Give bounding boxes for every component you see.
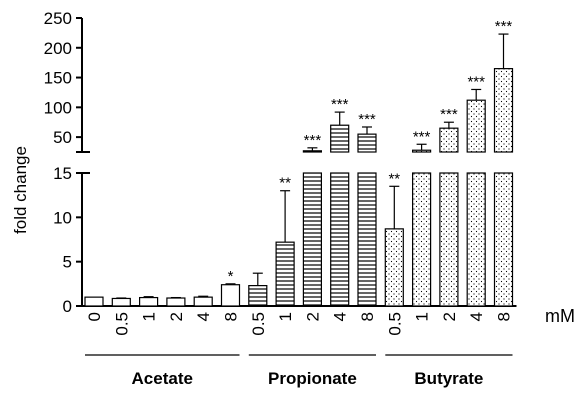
bar [493,172,514,307]
x-tick-label: 4 [194,312,213,321]
bar [193,296,213,307]
bar-upper-segment [357,133,377,153]
group-label: Propionate [268,369,357,388]
significance-label: *** [413,128,431,145]
significance-label: *** [331,96,349,113]
x-tick-label: 8 [358,312,377,321]
significance-label: *** [304,132,322,149]
x-tick-label: 8 [222,312,241,321]
bar-upper-segment [493,68,514,153]
bar [466,172,486,307]
bar [357,172,377,307]
group-label: Butyrate [414,369,483,388]
bars [84,33,514,307]
y-axis-label: fold change [11,146,30,234]
x-tick-label: 8 [495,312,514,321]
x-tick-label: 0.5 [385,312,404,336]
significance-label: *** [495,18,513,35]
x-tick-label: 0 [85,312,104,321]
bar-upper-segment [412,149,432,153]
x-tick-label: 2 [440,312,459,321]
labels: 0 0.5 1 2 4*8Acetate0.5**1***2***4***8Propio… [85,18,514,388]
x-tick-label: 2 [167,312,186,321]
bar-upper-segment [439,127,459,153]
bar [412,172,432,307]
bar [220,284,241,307]
bar [139,296,159,307]
bar [84,296,104,307]
x-tick-label: 1 [140,312,159,321]
x-tick-label: 0.5 [112,312,131,336]
x-tick-label: 1 [413,312,432,321]
bar [384,228,404,307]
y-tick-label: 100 [44,98,72,117]
y-tick-label: 150 [44,69,72,88]
group-label: Acetate [132,369,193,388]
bar [439,172,459,307]
x-tick-label: 4 [331,312,350,321]
unit-label: mM [545,306,575,326]
significance-label: ** [388,170,400,187]
x-tick-label: 0.5 [249,312,268,336]
x-tick-label: 4 [467,312,486,321]
y-tick-label: 5 [63,253,72,272]
x-tick-label: 1 [276,312,295,321]
y-tick-label: 10 [53,208,72,227]
y-tick-label: 250 [44,9,72,28]
bar [330,172,350,307]
y-tick-label: 0 [63,297,72,316]
bar [248,285,268,307]
bar [111,297,131,307]
bar [275,241,295,307]
y-tick-label: 15 [53,164,72,183]
y-tick-label: 200 [44,39,72,58]
significance-label: *** [440,106,458,123]
significance-label: * [228,268,234,285]
bar [302,172,322,307]
significance-label: *** [358,111,376,128]
significance-label: *** [467,73,485,90]
bar-upper-segment [466,99,486,153]
x-tick-label: 2 [303,312,322,321]
bar-upper-segment [302,150,322,153]
bar [166,297,186,307]
significance-label: ** [279,175,291,192]
y-tick-label: 50 [53,128,72,147]
bar-upper-segment [330,124,350,153]
